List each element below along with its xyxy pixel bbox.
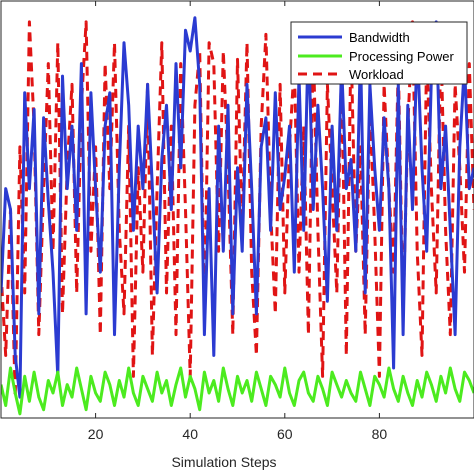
legend-label-processing-power: Processing Power: [349, 49, 454, 64]
series-layer: [1, 16, 474, 416]
x-tick-label: 40: [182, 426, 198, 442]
x-axis-label: Simulation Steps: [171, 454, 276, 470]
series-line-processing-power: [1, 366, 474, 416]
x-tick-label: 80: [372, 426, 388, 442]
plot-frame: [0, 0, 474, 419]
x-axis-ticks: 20 40 60 80: [88, 1, 388, 442]
x-tick-label: 20: [88, 426, 104, 442]
legend: Bandwidth Processing Power Workload: [290, 21, 468, 85]
legend-label-workload: Workload: [349, 67, 404, 82]
series-line-bandwidth: [1, 16, 474, 399]
legend-label-bandwidth: Bandwidth: [349, 30, 410, 45]
plot-area: 20 40 60 80: [0, 0, 474, 442]
x-tick-label: 60: [277, 426, 293, 442]
